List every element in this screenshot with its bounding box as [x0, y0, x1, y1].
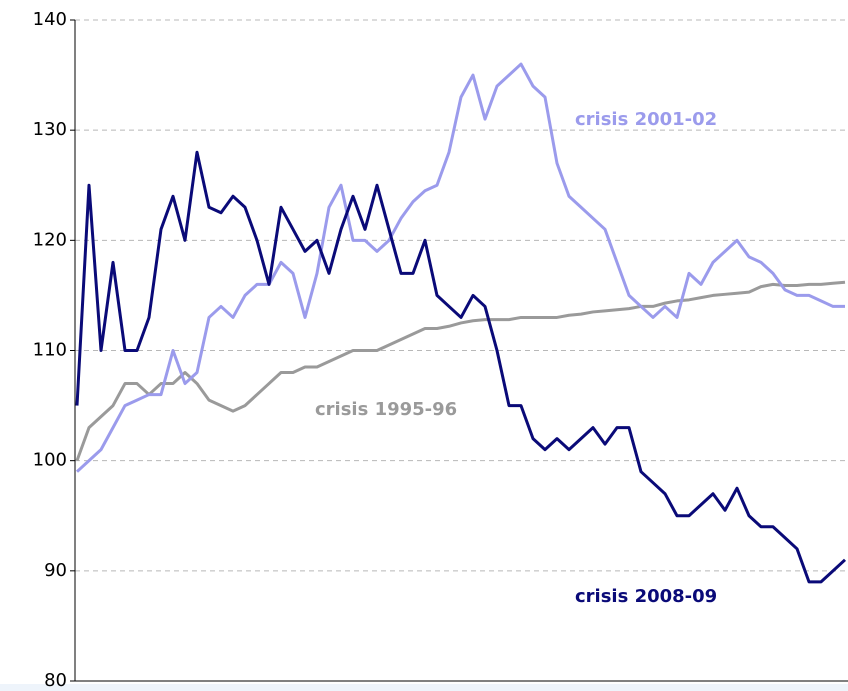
y-tick-label: 100	[33, 450, 67, 471]
bottom-strip	[0, 684, 848, 691]
series-line	[75, 150, 847, 584]
series-line	[75, 62, 845, 473]
y-tick-label: 80	[44, 670, 67, 691]
y-tick-label: 130	[33, 119, 67, 140]
y-tick-label: 120	[33, 229, 67, 250]
y-tick-label: 140	[33, 9, 67, 30]
y-tick-label: 90	[44, 560, 67, 581]
series-label: crisis 1995-96	[315, 399, 457, 420]
series-line	[75, 280, 846, 462]
series-label: crisis 2001-02	[575, 109, 717, 130]
series-label: crisis 2008-09	[575, 586, 717, 607]
y-tick-label: 110	[33, 340, 67, 361]
